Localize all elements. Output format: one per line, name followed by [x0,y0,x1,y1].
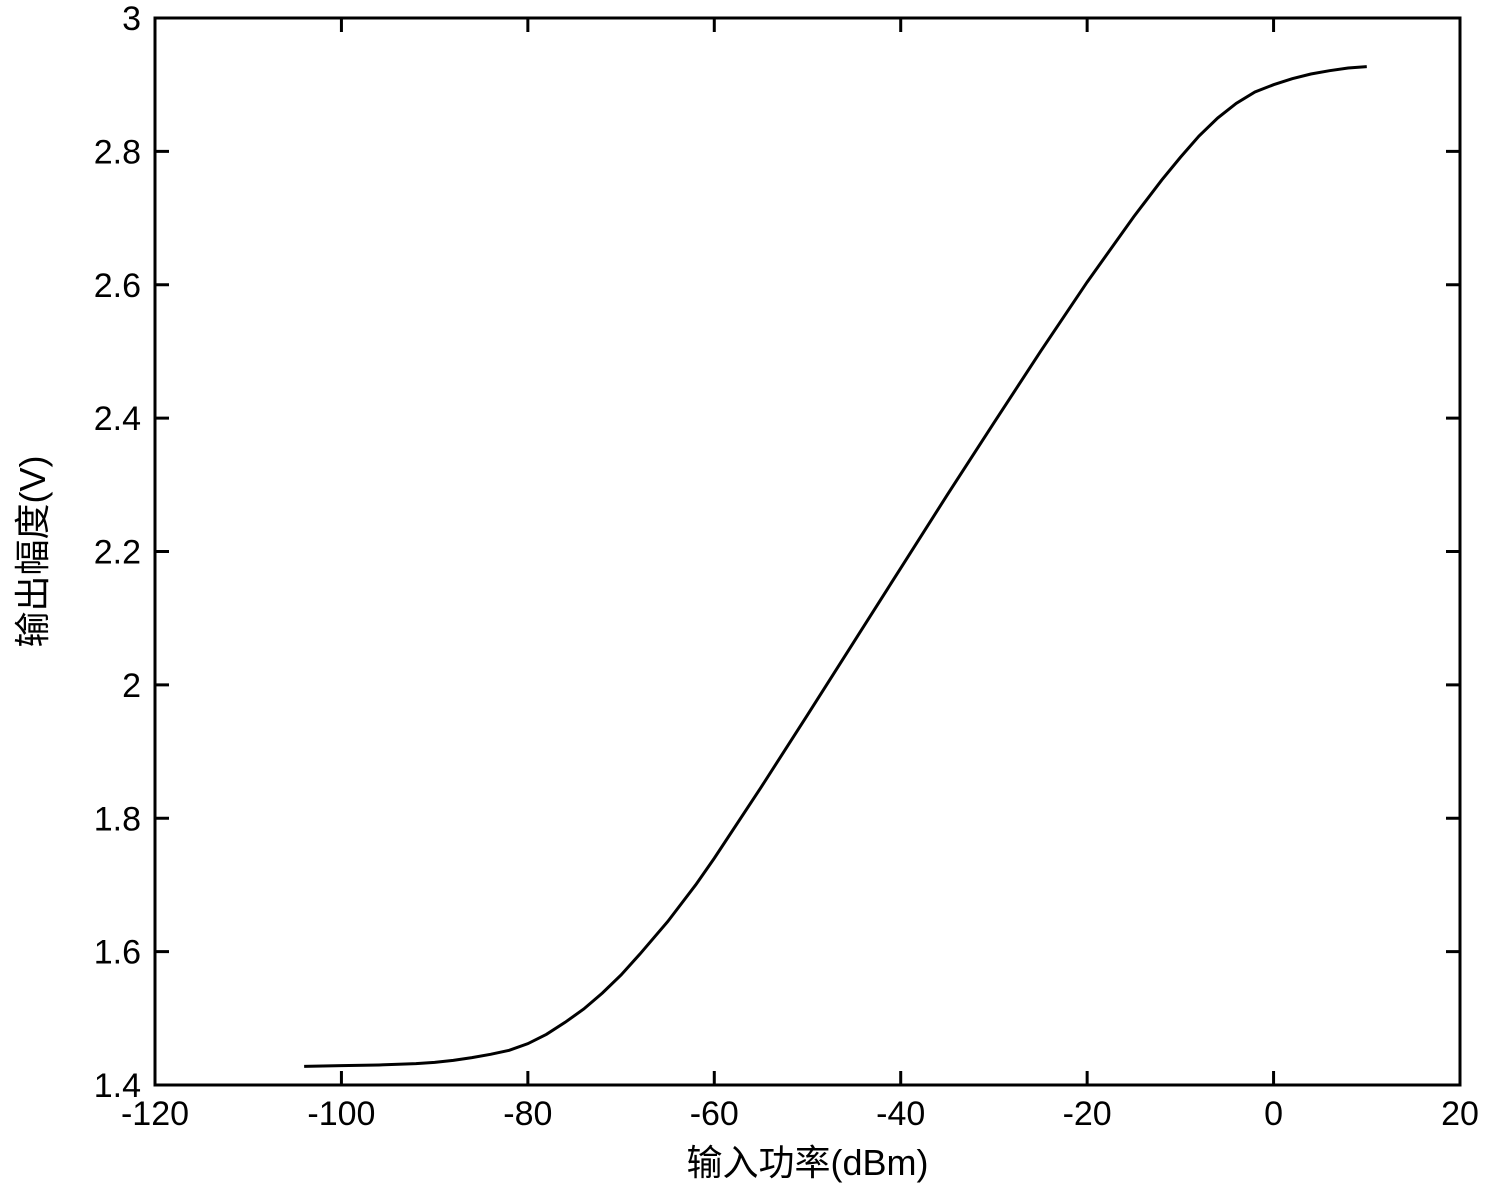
y-axis-label: 输出幅度(V) [12,455,53,647]
x-tick-label: -100 [307,1095,375,1133]
x-axis-label-cn: 输入功率 [686,1143,830,1183]
y-tick-label: 2.4 [94,400,141,438]
x-tick-label: 0 [1264,1095,1283,1133]
line-chart: -120-100-80-60-40-200201.41.61.822.22.42… [0,0,1485,1186]
x-tick-label: 20 [1441,1095,1479,1133]
y-axis-label-unit: (V) [12,455,53,503]
y-tick-label: 2.2 [94,534,141,572]
x-tick-label: -40 [876,1095,925,1133]
x-tick-label: -80 [503,1095,552,1133]
plot-box [155,18,1460,1085]
y-tick-label: 1.6 [94,934,141,972]
x-tick-label: -20 [1063,1095,1112,1133]
x-axis-label: 输入功率(dBm) [686,1142,928,1183]
chart-container: -120-100-80-60-40-200201.41.61.822.22.42… [0,0,1485,1186]
y-tick-label: 1.4 [94,1067,141,1105]
y-tick-label: 3 [122,0,141,38]
data-series-line [304,67,1367,1067]
y-tick-label: 2 [122,667,141,705]
y-axis-label-cn: 输出幅度 [13,503,53,647]
x-axis-label-unit: (dBm) [831,1142,929,1183]
y-tick-label: 2.6 [94,267,141,305]
y-tick-label: 2.8 [94,133,141,171]
x-tick-label: -60 [690,1095,739,1133]
y-tick-label: 1.8 [94,800,141,838]
